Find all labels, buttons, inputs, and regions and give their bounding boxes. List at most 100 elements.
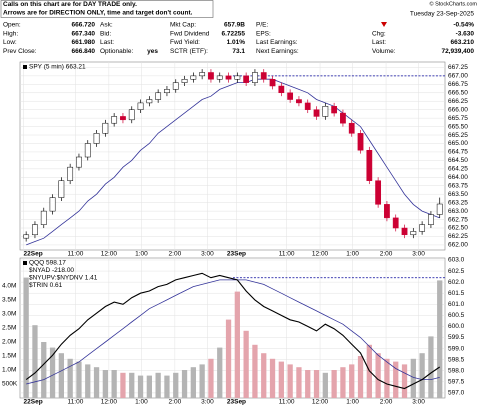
candle-body <box>357 133 364 151</box>
candle-body <box>84 143 91 158</box>
moving-average <box>26 279 440 385</box>
down-arrow <box>381 22 387 27</box>
volume-bar <box>331 370 337 398</box>
legend-entry: SPY (5 min) 663.21 <box>29 64 86 71</box>
volume-bar <box>164 375 170 398</box>
x-tick-label: 3:00 <box>201 251 214 258</box>
y-tick-label: 599.0 <box>448 345 465 352</box>
volume-bar <box>357 356 364 398</box>
date: Tuesday 23-Sep-2025 <box>410 11 474 18</box>
moving-average <box>26 78 440 246</box>
candle-body <box>172 82 179 90</box>
y-tick-label: 598.5 <box>448 356 465 363</box>
y-tick-label: 597.5 <box>448 379 465 386</box>
volume-bar <box>93 367 100 398</box>
y-tick-label: 665.50 <box>448 123 468 130</box>
y-tick-label: 598.0 <box>448 367 465 374</box>
volume-bar <box>243 330 249 398</box>
field-label: Optionable: <box>100 48 133 55</box>
field-value: 666.720 <box>72 22 96 29</box>
field-label: Mkt Cap: <box>170 22 196 29</box>
candle-body <box>67 166 74 181</box>
volume-bar <box>208 358 214 398</box>
x-tick-label: 3:00 <box>412 399 425 406</box>
y-tick-label: 662.00 <box>448 242 468 249</box>
field-value: 661.980 <box>72 39 96 46</box>
legend-swatch <box>23 65 27 69</box>
x-tick-label: 3:00 <box>412 251 425 258</box>
y-tick-label: 602.0 <box>448 279 465 286</box>
volume-bar <box>305 370 311 398</box>
volume-bar <box>287 364 293 398</box>
volume-bar <box>199 364 205 398</box>
y-tick-label: 665.00 <box>448 140 468 147</box>
field-label: Last: <box>100 39 114 46</box>
field-value: 666.840 <box>72 48 96 55</box>
field-label: Next Earnings: <box>256 48 299 55</box>
candle-body <box>102 122 109 134</box>
candle-body <box>331 106 338 114</box>
x-tick-label: 22Sep <box>24 399 43 406</box>
field-label: Last: <box>372 39 386 46</box>
volume-bar <box>375 353 381 398</box>
volume-bar <box>173 372 179 398</box>
y-tick-label: 597.0 <box>448 390 465 397</box>
candle-body <box>322 106 329 117</box>
y-tick-label: 663.75 <box>448 182 468 189</box>
field-label: SCTR (ETF): <box>170 48 208 55</box>
volume-bar <box>137 375 144 398</box>
candle-body <box>384 204 390 219</box>
volume-bar <box>129 372 135 398</box>
x-tick-label: 11:00 <box>279 251 295 258</box>
candle-body <box>304 102 311 110</box>
y-tick-label: 667.25 <box>448 64 468 71</box>
candle-body <box>340 112 346 124</box>
candle-body <box>436 203 443 215</box>
field-label: Fwd Yield: <box>170 39 200 46</box>
x-tick-label: 12:00 <box>312 399 329 406</box>
volume-bar <box>428 336 434 398</box>
y-tick-label: 600.5 <box>448 312 465 319</box>
field-value: 657.9B <box>224 22 245 29</box>
candle-body <box>58 180 65 198</box>
legend-entry: $NYUPV:$NYDNV 1.41 <box>29 275 98 282</box>
x-tick-label: 12:00 <box>312 251 329 258</box>
x-tick-label: 11:00 <box>68 251 84 258</box>
legend-entry: $NYAD -218.00 <box>29 267 74 274</box>
volume-bar <box>234 291 240 398</box>
y-tick-label: 601.0 <box>448 301 465 308</box>
volume-tick-label: 1.5M <box>2 353 16 360</box>
volume-bar <box>252 344 258 398</box>
x-tick-label: 23Sep <box>227 399 246 406</box>
x-tick-label: 11:00 <box>279 399 295 406</box>
candle-body <box>313 109 320 117</box>
candle-body <box>155 92 162 100</box>
candle-body <box>428 214 434 225</box>
volume-bar <box>217 347 223 398</box>
candle-body <box>410 231 417 236</box>
volume-tick-label: 500K <box>2 381 18 388</box>
candle-body <box>366 150 373 181</box>
field-label: Open: <box>3 22 21 29</box>
candle-body <box>419 224 426 232</box>
candle-body <box>146 99 153 104</box>
candle-body <box>296 99 302 104</box>
y-tick-label: 664.75 <box>448 149 468 156</box>
volume-bar <box>23 277 29 398</box>
x-tick-label: 1:00 <box>346 251 359 258</box>
field-label: Ask: <box>100 22 113 29</box>
y-tick-label: 665.75 <box>448 115 468 122</box>
volume-bar <box>85 364 91 398</box>
candle-body <box>40 210 47 225</box>
x-tick-label: 2:00 <box>380 251 393 258</box>
candle-body <box>190 75 197 80</box>
field-value: -3.630 <box>456 30 475 37</box>
candle-body <box>252 72 258 83</box>
x-tick-label: 1:00 <box>135 251 148 258</box>
volume-bar <box>340 367 346 398</box>
candle-body <box>225 75 232 80</box>
x-tick-label: 1:00 <box>346 399 359 406</box>
y-tick-label: 662.25 <box>448 233 468 240</box>
candle-body <box>243 75 250 83</box>
